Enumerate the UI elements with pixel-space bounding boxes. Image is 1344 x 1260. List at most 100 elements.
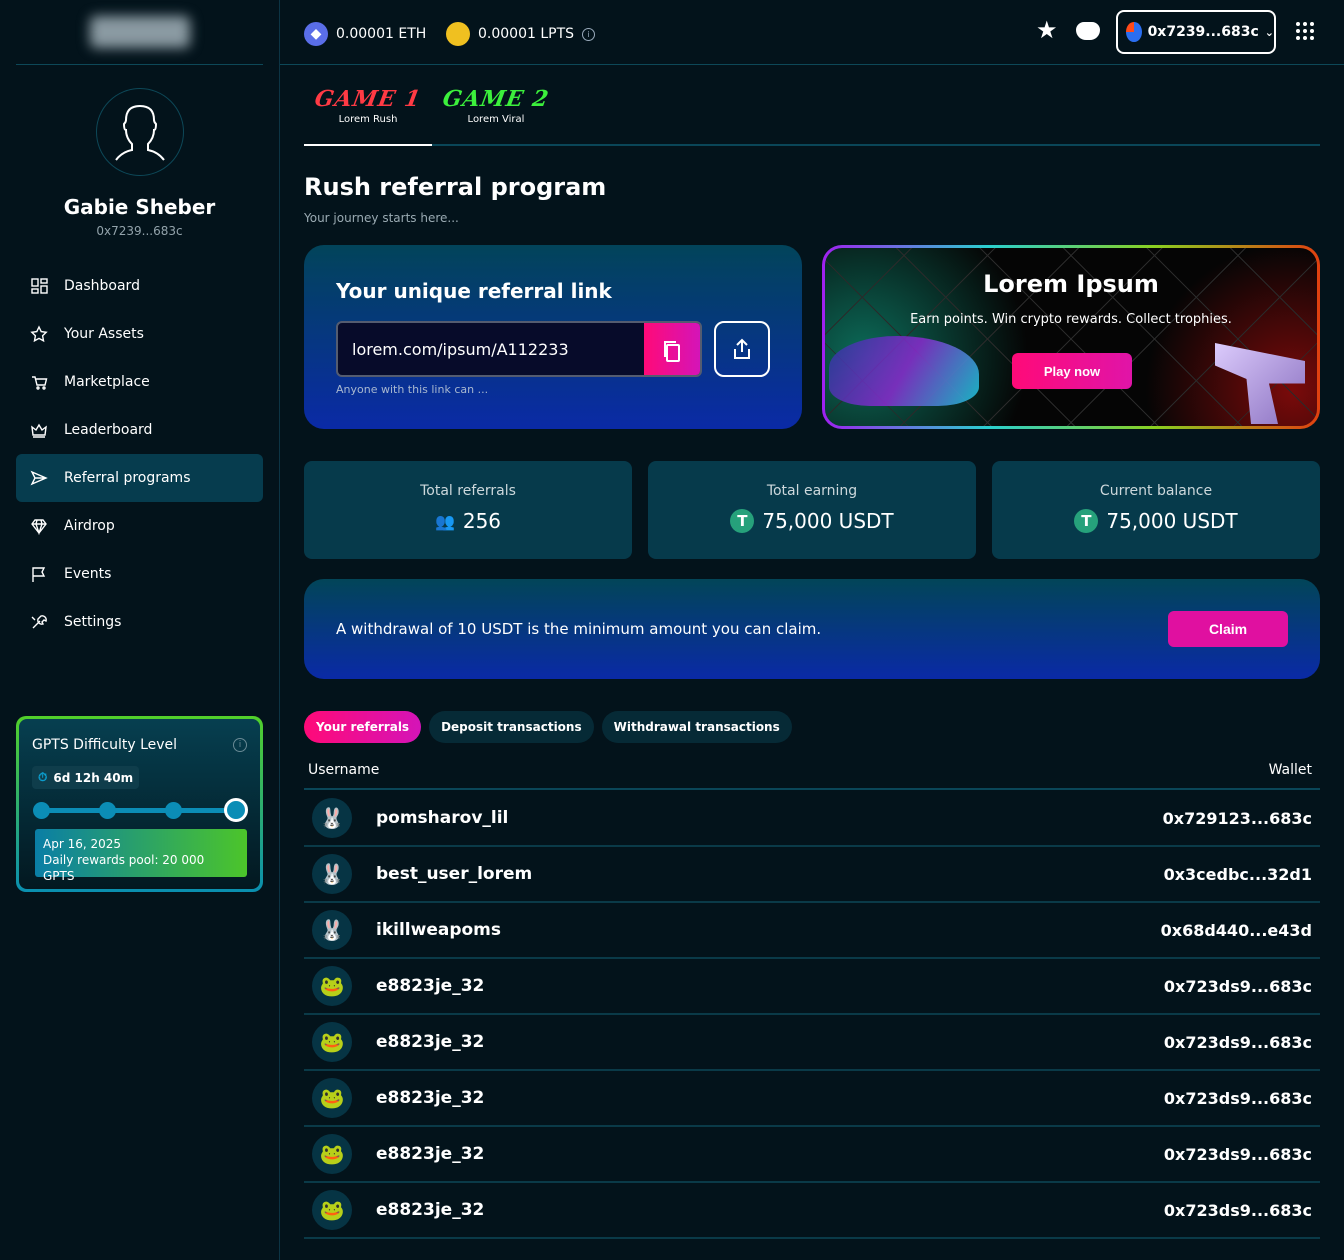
- info-icon[interactable]: i: [582, 27, 596, 41]
- gpts-difficulty-card: GPTS Difficulty Level i ⏱ 6d 12h 40m Apr …: [16, 716, 263, 892]
- share-button[interactable]: [714, 321, 770, 377]
- claim-button[interactable]: Claim: [1168, 611, 1288, 647]
- level-track: [41, 808, 236, 813]
- tab-title: GAME 2: [440, 86, 552, 112]
- table-row[interactable]: 🐸 e8823je_32 0x723ds9...683c: [304, 1071, 1320, 1127]
- lpts-value: 0.00001 LPTS: [478, 26, 575, 42]
- user-avatar: 🐰: [312, 798, 352, 838]
- table-row[interactable]: 🐰 best_user_lorem 0x3cedbc...32d1: [304, 847, 1320, 903]
- wallet-address: 0x3cedbc...32d1: [1163, 864, 1312, 884]
- tether-icon: T: [1074, 509, 1099, 533]
- table-row[interactable]: 🐰 pomsharov_lil 0x729123...683c: [304, 791, 1320, 847]
- table-row[interactable]: 🐸 e8823je_32 0x723ds9...683c: [304, 1183, 1320, 1239]
- level-dot[interactable]: [33, 802, 50, 819]
- referral-link-card: Your unique referral link lorem.com/ipsu…: [304, 245, 802, 429]
- gun-image: [1215, 343, 1305, 424]
- promo-description: Earn points. Win crypto rewards. Collect…: [910, 312, 1232, 327]
- sidebar-item-label: Airdrop: [64, 518, 115, 534]
- user-avatar: 🐸: [312, 1078, 352, 1118]
- table-row[interactable]: 🐸 e8823je_32 0x723ds9...683c: [304, 959, 1320, 1015]
- user-avatar: 🐸: [312, 1022, 352, 1062]
- tab-game-1[interactable]: GAME 1 Lorem Rush: [304, 80, 432, 146]
- tab-game-2[interactable]: GAME 2 Lorem Viral: [432, 80, 560, 146]
- chevron-down-icon: ⌄: [1264, 25, 1274, 39]
- share-icon: [734, 338, 750, 359]
- user-avatar: 🐸: [312, 966, 352, 1006]
- referral-link-field[interactable]: lorem.com/ipsum/A112233: [336, 321, 702, 377]
- column-username[interactable]: Username: [308, 762, 380, 778]
- send-icon: [30, 470, 48, 486]
- stat-total-referrals: Total referrals 👥 256: [304, 461, 632, 559]
- tooltip-date: Apr 16, 2025: [43, 837, 122, 851]
- cart-icon: [32, 376, 48, 390]
- tab-your-referrals[interactable]: Your referrals: [304, 711, 422, 743]
- dashboard-icon: [31, 278, 48, 294]
- promo-title: Lorem Ipsum: [983, 270, 1159, 298]
- referral-link-value: lorem.com/ipsum/A112233: [352, 340, 569, 359]
- wallet-address: 0x723ds9...683c: [1163, 1032, 1312, 1052]
- level-dot-current[interactable]: [224, 798, 248, 822]
- username: e8823je_32: [376, 1032, 485, 1052]
- sidebar-item-marketplace[interactable]: Marketplace: [16, 358, 263, 406]
- stat-value: 256: [462, 509, 502, 533]
- tab-deposit-transactions[interactable]: Deposit transactions: [429, 711, 594, 743]
- sidebar-item-label: Leaderboard: [64, 422, 153, 438]
- wallet-address: 0x723ds9...683c: [1163, 1144, 1312, 1164]
- table-row[interactable]: 🐰 ikillweapoms 0x68d440...e43d: [304, 903, 1320, 959]
- sidebar-item-airdrop[interactable]: Airdrop: [16, 502, 263, 550]
- wallet-address: 0x7239...683c: [1147, 24, 1259, 40]
- sidebar-item-your-assets[interactable]: Your Assets: [16, 310, 263, 358]
- apps-grid-icon[interactable]: [1296, 22, 1314, 40]
- info-icon[interactable]: i: [233, 738, 247, 752]
- avatar[interactable]: [96, 88, 184, 176]
- transaction-tabs: Your referrals Deposit transactions With…: [304, 711, 792, 743]
- wallet-address: 0x723ds9...683c: [1163, 1088, 1312, 1108]
- table-row[interactable]: 🐸 e8823je_32 0x723ds9...683c: [304, 1015, 1320, 1071]
- level-dot[interactable]: [99, 802, 116, 819]
- car-image: [829, 336, 979, 406]
- column-wallet[interactable]: Wallet: [1268, 762, 1312, 778]
- user-avatar: 🐸: [312, 1190, 352, 1230]
- wallet-dropdown[interactable]: 0x7239...683c ⌄: [1116, 10, 1276, 54]
- discord-icon[interactable]: [1076, 22, 1100, 40]
- gpts-title: GPTS Difficulty Level: [32, 737, 178, 753]
- topbar: ◆ 0.00001 ETH 0.00001 LPTS i ★ 0x7239...68…: [280, 0, 1344, 65]
- user-address: 0x7239...683c: [96, 224, 183, 238]
- logo[interactable]: [90, 16, 190, 48]
- play-now-button[interactable]: Play now: [1012, 353, 1132, 389]
- sidebar-item-settings[interactable]: Settings: [16, 598, 263, 646]
- table-row[interactable]: 🐸 e8823je_32 0x723ds9...683c: [304, 1127, 1320, 1183]
- user-avatar: 🐰: [312, 854, 352, 894]
- tab-title: GAME 1: [312, 86, 424, 112]
- level-dot[interactable]: [165, 802, 182, 819]
- sidebar-item-dashboard[interactable]: Dashboard: [16, 262, 263, 310]
- lpts-balance: 0.00001 LPTS i: [446, 22, 596, 46]
- user-avatar: 🐸: [312, 1134, 352, 1174]
- user-avatar: 🐰: [312, 910, 352, 950]
- stat-value: 75,000 USDT: [1106, 509, 1238, 533]
- eth-icon: ◆: [304, 22, 328, 46]
- sidebar-item-label: Marketplace: [64, 374, 150, 390]
- page-subtitle: Your journey starts here...: [304, 211, 459, 225]
- sidebar: Gabie Sheber 0x7239...683c Dashboard Your…: [0, 0, 280, 1260]
- star-icon[interactable]: ★: [1036, 16, 1058, 44]
- stat-current-balance: Current balance T 75,000 USDT: [992, 461, 1320, 559]
- username: best_user_lorem: [376, 864, 533, 884]
- table-header: Username Wallet: [304, 752, 1320, 790]
- crown-icon: [31, 423, 47, 438]
- page-title: Rush referral program: [304, 173, 607, 201]
- wallet-address: 0x723ds9...683c: [1163, 976, 1312, 996]
- username: e8823je_32: [376, 1144, 485, 1164]
- sidebar-item-label: Settings: [64, 614, 122, 630]
- sidebar-item-leaderboard[interactable]: Leaderboard: [16, 406, 263, 454]
- sidebar-item-events[interactable]: Events: [16, 550, 263, 598]
- wallet-address: 0x729123...683c: [1162, 808, 1312, 828]
- stat-value: 75,000 USDT: [762, 509, 894, 533]
- tab-withdrawal-transactions[interactable]: Withdrawal transactions: [601, 711, 792, 743]
- flag-icon: [32, 567, 46, 582]
- copy-button[interactable]: [644, 323, 700, 375]
- level-tooltip: Apr 16, 2025 Daily rewards pool: 20 000 …: [35, 829, 247, 883]
- tab-subtitle: Lorem Viral: [467, 114, 525, 125]
- stat-total-earning: Total earning T 75,000 USDT: [648, 461, 976, 559]
- sidebar-item-referral-programs[interactable]: Referral programs: [16, 454, 263, 502]
